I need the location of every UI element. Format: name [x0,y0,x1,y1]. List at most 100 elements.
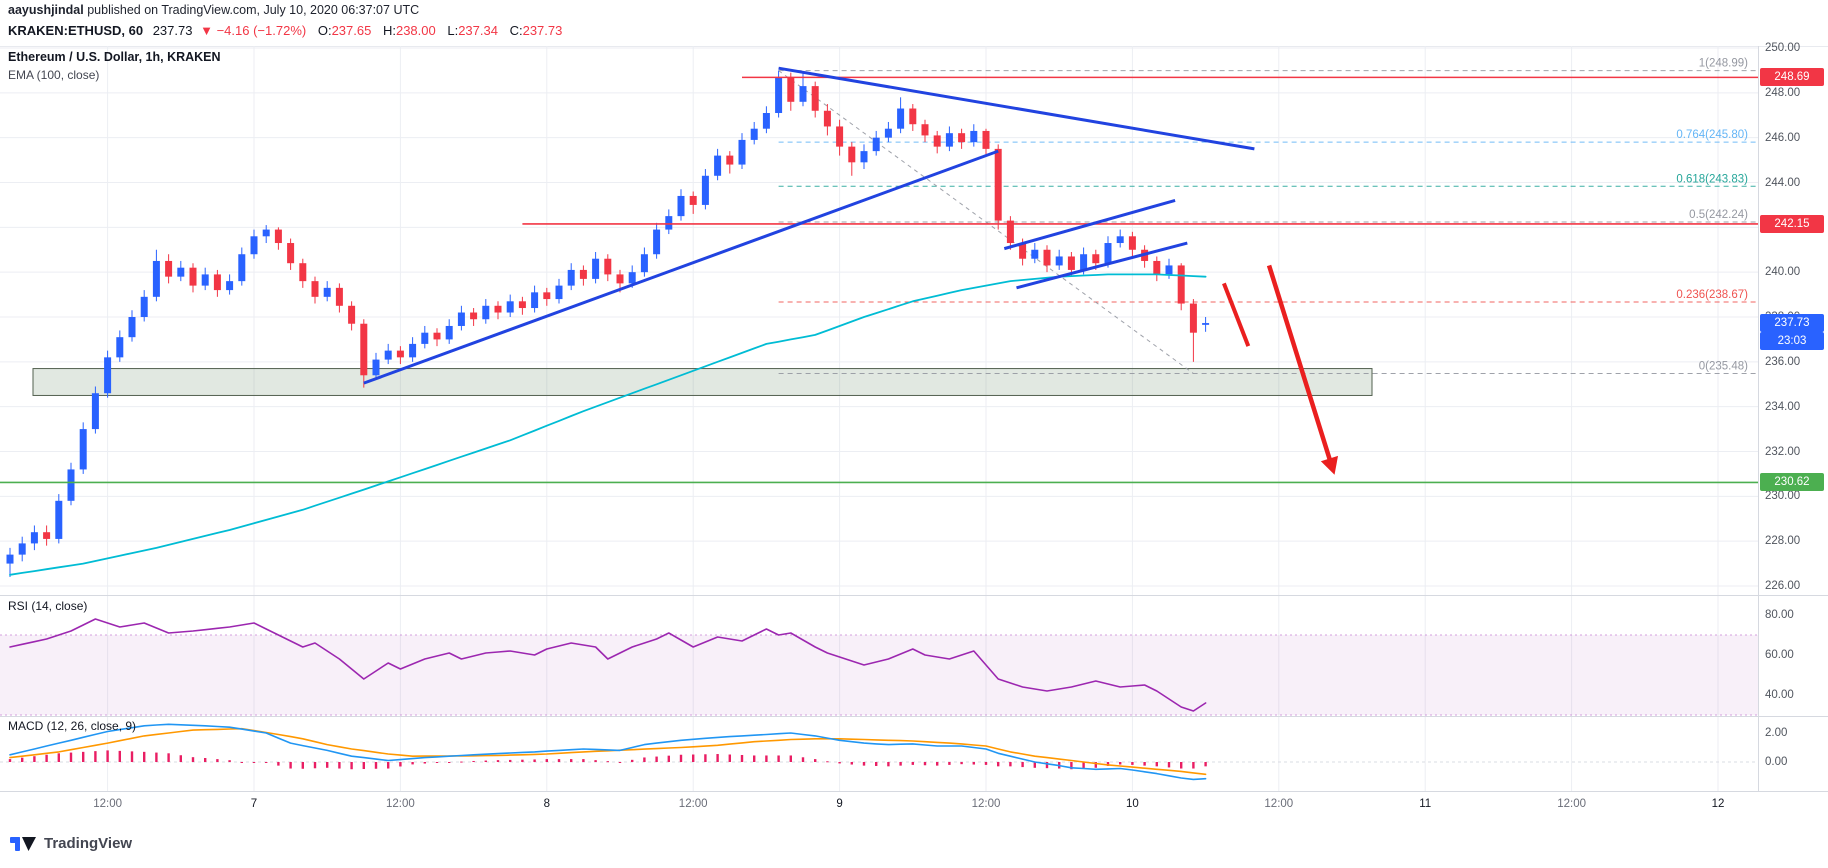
candle-body [30,532,38,544]
tradingview-wordmark[interactable]: TradingView [44,835,133,852]
candle-body [604,258,612,275]
hist-bar [838,762,841,764]
hist-bar [704,754,707,762]
candle-body [396,350,404,358]
hist-bar [1009,762,1012,767]
candle-body [1067,256,1075,270]
hist-bar [972,762,975,765]
candle-body [1104,243,1112,264]
ema-legend[interactable]: EMA (100, close) [8,68,100,82]
ohlc-close: C:237.73 [509,23,563,38]
candle-body [1019,243,1027,259]
macd-tick-label: 0.00 [1765,756,1788,768]
main-price-pane[interactable]: 1(248.99) 0.764(245.80) 0.618(243.83) 0.5(2… [0,46,1758,595]
candle-body [677,195,685,217]
hist-bar [716,754,719,762]
price-tag: 248.69 [1760,68,1824,87]
candle-body [799,86,807,102]
hist-bar [118,750,121,762]
trendline [363,149,999,385]
hist-bar [106,750,109,762]
rsi-tick-label: 80.00 [1765,609,1794,621]
hist-bar [936,762,939,766]
macd-legend[interactable]: MACD (12, 26, close, 9) [8,719,137,733]
candle-body [860,151,868,163]
time-label: 12:00 [971,798,1001,810]
hist-bar [143,751,146,762]
hist-bar [8,759,12,762]
candle-body [250,236,258,255]
candle-body [689,195,697,205]
price-tag: 237.73 [1760,314,1824,333]
price-tick-label: 228.00 [1765,535,1801,548]
candle-body [1177,265,1185,304]
hist-bar [850,762,853,765]
time-label: 12:00 [1557,798,1586,810]
rsi-tick-label: 60.00 [1765,649,1794,661]
author-name: aayushjindal [8,3,84,17]
candle-body [714,155,722,176]
fib-level-label: 0.236(238.67) [1676,289,1748,301]
hist-bar [960,762,963,765]
ohlc-low: L:237.34 [447,23,498,38]
candle-body [323,287,331,297]
candle-body [335,287,343,306]
candle-body [79,429,87,470]
macd-tick-label: 2.00 [1765,727,1788,739]
candle-body [518,301,526,309]
hist-bar [423,762,426,764]
candle-body [592,258,600,279]
price-axis[interactable]: 250.00248.00246.00244.00242.00240.00238.… [1759,42,1828,791]
candle-body [213,274,221,291]
candle-body [738,139,746,165]
hist-bar [33,756,36,762]
hist-bar [204,758,207,762]
fib-level-label: 0.5(242.24) [1689,209,1748,221]
price-tick-label: 232.00 [1765,445,1801,458]
hist-bar [557,759,561,762]
symbol-name[interactable]: KRAKEN:ETHUSD, 60 [8,23,144,38]
candle-body [579,269,587,279]
candles [6,70,1210,578]
tradingview-logo-icon[interactable] [10,834,36,854]
pane-separator-macd[interactable] [0,716,1828,717]
candle-body [409,343,417,358]
price-tick-label: 244.00 [1765,176,1801,189]
hist-bar [1070,762,1073,770]
time-axis[interactable]: 12:00 7 12:00 8 12:00 9 12:00 10 12:00 11 12:00 12 [0,791,1758,819]
projection-arrowhead-icon [1320,455,1339,475]
candle-body [640,254,648,273]
rsi-tick-label: 40.00 [1765,689,1794,701]
hist-bar [179,755,182,762]
candle-body [982,130,990,149]
hist-bar [789,755,792,762]
time-label: 9 [836,798,843,810]
time-label: 10 [1125,798,1139,810]
hist-bar [923,762,927,766]
chart-top-border [0,46,1828,47]
candle-body [494,305,502,313]
macd-pane[interactable] [0,716,1758,791]
hist-bar [45,754,48,762]
pane-separator-rsi[interactable] [0,595,1828,596]
macd-histogram [8,750,1207,770]
hist-bar [1021,762,1024,768]
price-tick-label: 234.00 [1765,400,1801,413]
candle-body [872,137,880,152]
hist-bar [570,759,573,762]
hist-bar [826,761,829,763]
candle-body [140,296,148,318]
hist-bar [338,762,341,769]
candle-body [628,272,636,284]
hist-bar [399,762,402,767]
rsi-pane[interactable] [0,595,1758,716]
hist-bar [1155,762,1158,767]
hist-bar [948,762,951,765]
chart-title[interactable]: Ethereum / U.S. Dollar, 1h, KRAKEN [8,50,221,64]
support-zone [32,368,1373,396]
candle-body [128,317,136,338]
hist-bar [240,762,243,763]
candle-body [1006,220,1014,244]
rsi-legend[interactable]: RSI (14, close) [8,599,88,613]
hist-bar [667,755,670,762]
